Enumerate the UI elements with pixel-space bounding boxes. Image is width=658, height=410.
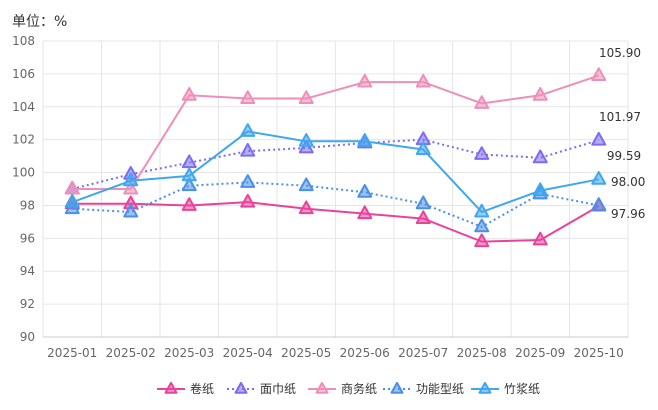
legend-label: 卷纸: [190, 381, 214, 396]
legend-marker: [390, 381, 404, 394]
data-point[interactable]: [298, 90, 314, 105]
x-tick-label: 2025-04: [223, 346, 273, 360]
data-labels: 97.96 101.97 105.90 98.00 99.59: [599, 46, 645, 221]
data-point[interactable]: [298, 200, 314, 215]
data-point[interactable]: [123, 172, 139, 187]
data-point[interactable]: [415, 73, 431, 88]
data-point[interactable]: [240, 123, 256, 137]
legend-item[interactable]: 面巾纸: [227, 381, 296, 396]
series-line: [71, 130, 599, 214]
data-point[interactable]: [357, 133, 373, 147]
legend-marker: [234, 381, 248, 394]
y-tick-label: 108: [12, 34, 35, 48]
y-tick-label: 90: [20, 330, 35, 344]
data-point[interactable]: [240, 174, 256, 188]
data-label: 99.59: [607, 149, 641, 163]
data-label: 101.97: [599, 110, 641, 124]
data-point[interactable]: [415, 141, 431, 155]
data-point[interactable]: [591, 197, 607, 211]
y-tick-label: 100: [12, 166, 35, 180]
data-point[interactable]: [240, 193, 256, 208]
legend-marker: [315, 381, 329, 394]
data-point[interactable]: [357, 184, 373, 198]
data-point[interactable]: [181, 177, 197, 192]
y-tick-label: 102: [12, 133, 35, 147]
y-tick-label: 106: [12, 67, 35, 81]
x-tick-label: 2025-05: [281, 346, 331, 360]
data-point[interactable]: [357, 73, 373, 88]
data-point[interactable]: [474, 146, 490, 160]
legend-label: 商务纸: [341, 381, 377, 396]
series-2: [64, 67, 607, 195]
series-line: [72, 181, 599, 228]
data-label: 105.90: [599, 46, 641, 60]
legend-item[interactable]: 商务纸: [308, 381, 377, 396]
y-tick-label: 98: [20, 198, 35, 212]
series-group: [64, 67, 607, 248]
x-tick-label: 2025-10: [574, 346, 624, 360]
data-label: 98.00: [611, 175, 645, 189]
x-axis: 2025-01 2025-02 2025-03 2025-04 2025-05 2025-…: [47, 346, 624, 360]
x-tick-label: 2025-07: [398, 346, 448, 360]
data-point[interactable]: [591, 131, 607, 146]
x-tick-label: 2025-08: [457, 346, 507, 360]
legend-marker: [478, 381, 492, 394]
legend[interactable]: 卷纸 面巾纸 商务纸 功能型纸 竹浆纸: [157, 381, 540, 396]
data-point[interactable]: [64, 193, 80, 208]
data-point[interactable]: [474, 218, 490, 233]
y-axis: 90 92 94 96 98 100 102 104 106 108: [12, 34, 35, 344]
y-tick-label: 104: [12, 100, 35, 114]
data-point[interactable]: [532, 231, 548, 246]
legend-item[interactable]: 功能型纸: [383, 381, 464, 396]
data-point[interactable]: [123, 180, 139, 195]
x-tick-label: 2025-01: [47, 346, 97, 360]
legend-label: 面巾纸: [260, 382, 296, 396]
x-tick-label: 2025-02: [106, 346, 156, 360]
legend-item[interactable]: 竹浆纸: [471, 381, 540, 396]
data-label: 97.96: [611, 207, 645, 221]
y-tick-label: 92: [20, 297, 35, 311]
x-tick-label: 2025-03: [164, 346, 214, 360]
data-point[interactable]: [298, 177, 314, 192]
data-point[interactable]: [240, 142, 256, 157]
data-point[interactable]: [64, 180, 80, 195]
data-point[interactable]: [181, 167, 197, 182]
data-point[interactable]: [532, 149, 548, 164]
data-point[interactable]: [591, 67, 607, 81]
data-point[interactable]: [181, 197, 197, 211]
data-point[interactable]: [532, 182, 548, 197]
data-point[interactable]: [474, 233, 490, 248]
y-tick-label: 96: [20, 231, 35, 245]
data-point[interactable]: [591, 171, 607, 185]
data-point[interactable]: [474, 95, 490, 109]
x-tick-label: 2025-06: [340, 346, 390, 360]
data-point[interactable]: [474, 203, 490, 218]
data-point[interactable]: [298, 133, 314, 147]
x-tick-label: 2025-09: [515, 346, 565, 360]
series-4: [64, 123, 607, 218]
data-point[interactable]: [415, 195, 431, 210]
legend-item[interactable]: 卷纸: [157, 381, 214, 396]
legend-label: 功能型纸: [416, 382, 464, 396]
unit-label: 单位：%: [12, 14, 67, 30]
data-point[interactable]: [357, 205, 373, 220]
series-line: [72, 138, 600, 190]
data-point[interactable]: [123, 203, 139, 218]
y-tick-label: 94: [20, 264, 35, 278]
legend-label: 竹浆纸: [504, 381, 540, 396]
data-point[interactable]: [415, 210, 431, 225]
data-point[interactable]: [532, 87, 548, 101]
data-point[interactable]: [240, 90, 256, 105]
data-point[interactable]: [181, 87, 197, 101]
series-line: [72, 201, 600, 243]
legend-marker: [164, 381, 178, 394]
data-point[interactable]: [181, 154, 197, 169]
series-line: [72, 74, 600, 190]
